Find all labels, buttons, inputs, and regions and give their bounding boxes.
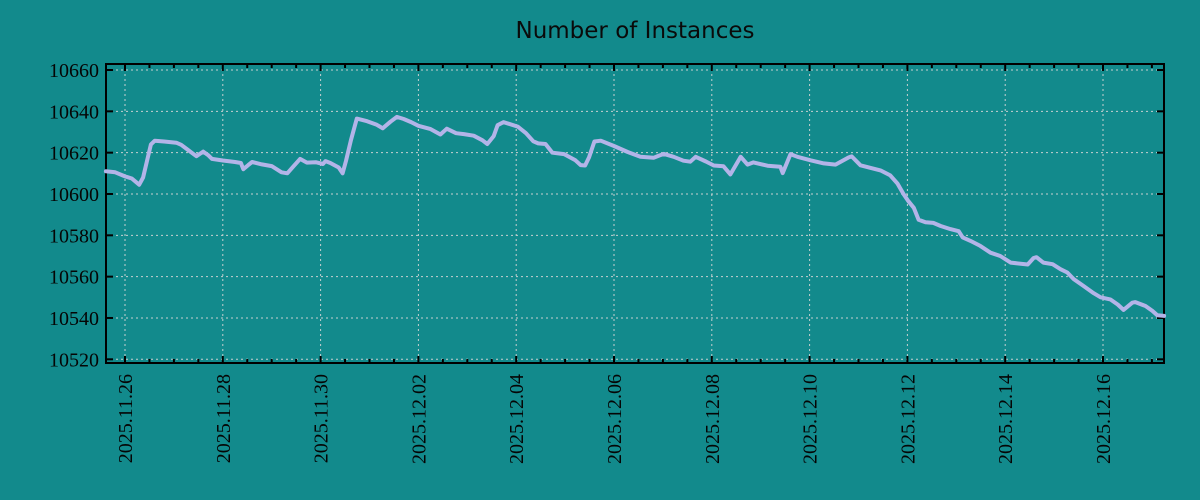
y-axis-labels: 10520 10540 10560 10580 10600 10620 10640 10660 <box>49 60 99 371</box>
x-tick-label: 2025.12.12 <box>897 374 919 464</box>
x-tick-label: 2025.11.28 <box>213 374 235 463</box>
y-tick-label: 10580 <box>49 225 99 247</box>
series-line-instances <box>103 114 1167 318</box>
y-tick-label: 10660 <box>49 60 99 82</box>
y-tick-label: 10540 <box>49 308 99 330</box>
y-tick-label: 10520 <box>49 349 99 371</box>
y-tick-label: 10600 <box>49 184 99 206</box>
x-tick-label: 2025.12.14 <box>995 374 1017 464</box>
y-tick-label: 10560 <box>49 267 99 289</box>
x-tick-label: 2025.12.10 <box>800 374 822 464</box>
chart-title: Number of Instances <box>516 18 755 44</box>
x-tick-label: 2025.11.26 <box>115 374 137 463</box>
gridlines <box>106 64 1164 363</box>
x-tick-label: 2025.12.06 <box>604 374 626 464</box>
y-tick-label: 10620 <box>49 143 99 165</box>
x-axis-labels: 2025.11.26 2025.11.28 2025.11.30 2025.12.02… <box>115 374 1115 464</box>
x-tick-label: 2025.12.04 <box>506 374 528 464</box>
series-group <box>103 114 1167 318</box>
x-tick-label: 2025.12.02 <box>408 374 430 464</box>
x-tick-label: 2025.11.30 <box>311 374 333 463</box>
x-tick-label: 2025.12.16 <box>1093 374 1115 464</box>
plot-border <box>105 63 1165 364</box>
tick-marks <box>106 64 1164 363</box>
x-tick-label: 2025.12.08 <box>702 374 724 464</box>
y-tick-label: 10640 <box>49 101 99 123</box>
